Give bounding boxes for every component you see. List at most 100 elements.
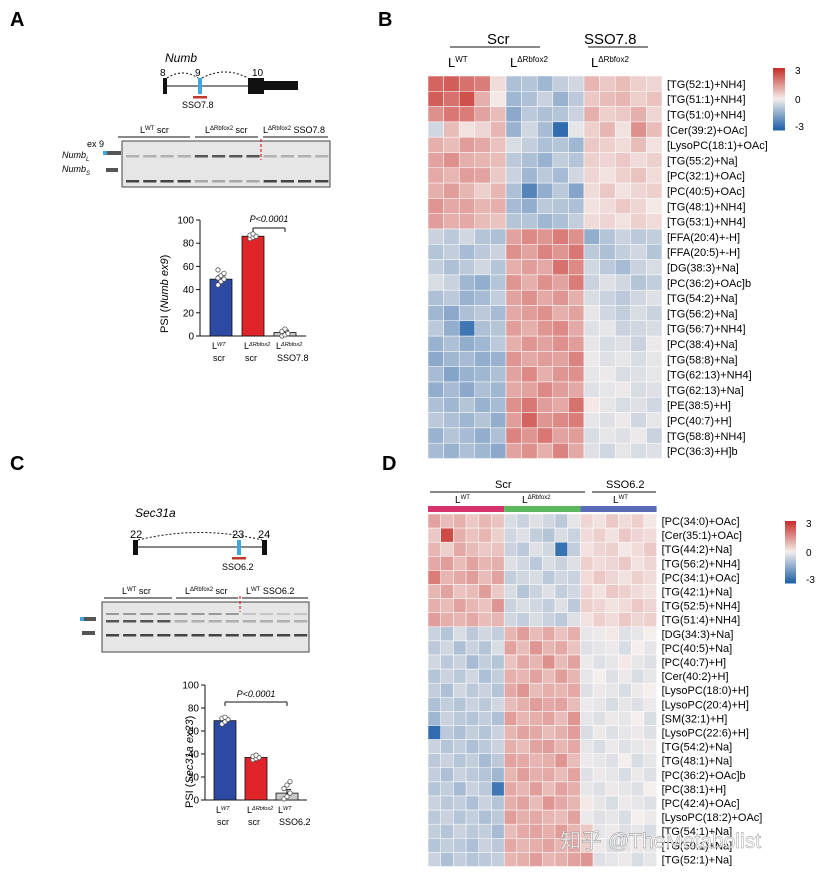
panel-b-cell — [458, 335, 476, 352]
panel-d-cell — [592, 626, 607, 642]
panel-b-cell — [521, 381, 538, 398]
panel-d-cell — [440, 626, 454, 642]
panel-b-cell — [568, 213, 585, 230]
panel-a-ylabel: PSI (Numb ex9) — [159, 255, 171, 333]
panel-b-cell — [490, 442, 507, 459]
panel-b-cell — [458, 259, 476, 276]
panel-d-cell — [554, 852, 568, 867]
panel-b-cell — [614, 351, 632, 367]
gel-band — [160, 180, 174, 183]
panel-d-cell — [491, 513, 505, 529]
panel-c-exon-22 — [133, 540, 138, 555]
panel-d-cell — [618, 809, 632, 825]
panel-b-cell — [427, 274, 444, 291]
panel-d-cell — [542, 682, 556, 698]
panel-b-row-label: [TG(53:1)+NH4] — [667, 217, 746, 229]
panel-d-cell — [491, 767, 505, 783]
panel-d-cell — [516, 682, 530, 698]
panel-d-cell — [592, 725, 607, 740]
panel-b-cell — [630, 397, 647, 413]
panel-d-cell — [465, 612, 480, 628]
panel-d-cell — [529, 725, 543, 740]
panel-b-cell — [614, 152, 632, 169]
panel-d-cell — [592, 612, 607, 628]
panel-d-cell — [478, 838, 492, 853]
panel-b-cell — [568, 442, 585, 459]
panel-b-cell — [599, 274, 616, 291]
panel-d-cell — [567, 640, 581, 656]
gel-band — [225, 620, 239, 623]
panel-d-cell — [567, 711, 581, 726]
panel-d-cell — [618, 725, 632, 740]
gel-band — [126, 180, 140, 183]
gel-band — [263, 155, 277, 158]
panel-b-cell — [521, 397, 538, 413]
panel-b-cell — [458, 289, 476, 306]
panel-b-row-label: [DG(38:3)+Na] — [667, 263, 739, 275]
panel-b-cell — [568, 106, 585, 123]
panel-b-cell — [583, 106, 600, 123]
panel-b-row-label: [TG(54:2)+Na] — [667, 293, 738, 305]
panel-c-sso-mark — [232, 557, 246, 560]
panel-d-cell — [567, 654, 581, 670]
panel-d-cell — [542, 781, 556, 797]
panel-d-cell — [630, 626, 645, 642]
panel-d-cell — [440, 570, 454, 585]
panel-b-cell — [614, 320, 632, 337]
panel-d-row-label: [Cer(40:2)+H] — [662, 671, 729, 683]
panel-c-letter: C — [10, 453, 24, 475]
panel-d-scale-label: 0 — [806, 548, 812, 559]
panel-b-row-label: [TG(55:2)+Na] — [667, 155, 738, 167]
panel-b-cell — [474, 412, 491, 429]
panel-d-cell — [630, 739, 645, 754]
panel-c-xtick-line2: scr — [217, 817, 229, 827]
panel-b-cell — [521, 244, 538, 260]
panel-d-cell — [516, 697, 530, 712]
panel-d-cell — [592, 753, 607, 769]
panel-d-cell — [516, 668, 530, 684]
panel-d-cell — [567, 612, 581, 628]
panel-b-cell — [630, 320, 647, 337]
panel-b-cell — [599, 381, 616, 398]
panel-b-cell — [614, 198, 632, 214]
panel-b-cell — [521, 442, 538, 459]
panel-b-cell — [599, 91, 616, 107]
panel-d-cell — [491, 697, 505, 712]
panel-b-cell — [583, 427, 600, 444]
gel-band — [208, 634, 222, 637]
panel-d-cell — [440, 753, 454, 769]
panel-d-row-label: [DG(34:3)+Na] — [662, 629, 734, 641]
panel-d-cell — [567, 795, 581, 811]
panel-d-row-label: [TG(54:1)+Na] — [662, 826, 733, 838]
panel-d-cell — [592, 556, 607, 571]
panel-b-row-label: [TG(51:1)+NH4] — [667, 94, 746, 106]
panel-b-cell — [505, 75, 522, 92]
panel-d-cell — [440, 527, 454, 543]
panel-b-cell — [630, 244, 647, 260]
panel-b-row-label: [PC(38:4)+Na] — [667, 339, 738, 351]
panel-d-row-label: [LysoPC(18:0)+H] — [662, 685, 749, 697]
gel-band — [246, 180, 260, 183]
panel-b-header: Scr SSO7.8 LWT LΔRbfox2 LΔRbfox2 — [448, 31, 648, 70]
panel-d-cell — [453, 725, 467, 740]
panel-b-cell — [427, 427, 444, 444]
panel-d-cell — [503, 795, 518, 811]
panel-d-cell — [630, 809, 645, 825]
panel-d-cell — [453, 668, 467, 684]
panel-b-cell — [646, 351, 663, 367]
panel-b-cell — [490, 75, 507, 92]
panel-d-cell — [491, 612, 505, 628]
panel-b-heatmap: [TG(52:1)+NH4] [TG(51:1)+NH4] [TG(51:0)+NH… — [427, 75, 768, 459]
panel-d-cell — [554, 640, 568, 656]
panel-b-cell — [646, 442, 663, 459]
panel-d-cell — [618, 612, 632, 628]
panel-b-cell — [521, 351, 538, 367]
panel-b-cell — [505, 213, 522, 230]
panel-d-cell — [542, 556, 556, 571]
panel-d-cell — [516, 725, 530, 740]
panel-d-cell — [453, 739, 467, 754]
panel-d-cell — [503, 753, 518, 769]
panel-a-bar-chart: PSI (Numb ex9) 0 20 40 60 80 100 LWT scr LΔRbfox… — [159, 214, 309, 363]
panel-b-cell — [552, 442, 569, 459]
